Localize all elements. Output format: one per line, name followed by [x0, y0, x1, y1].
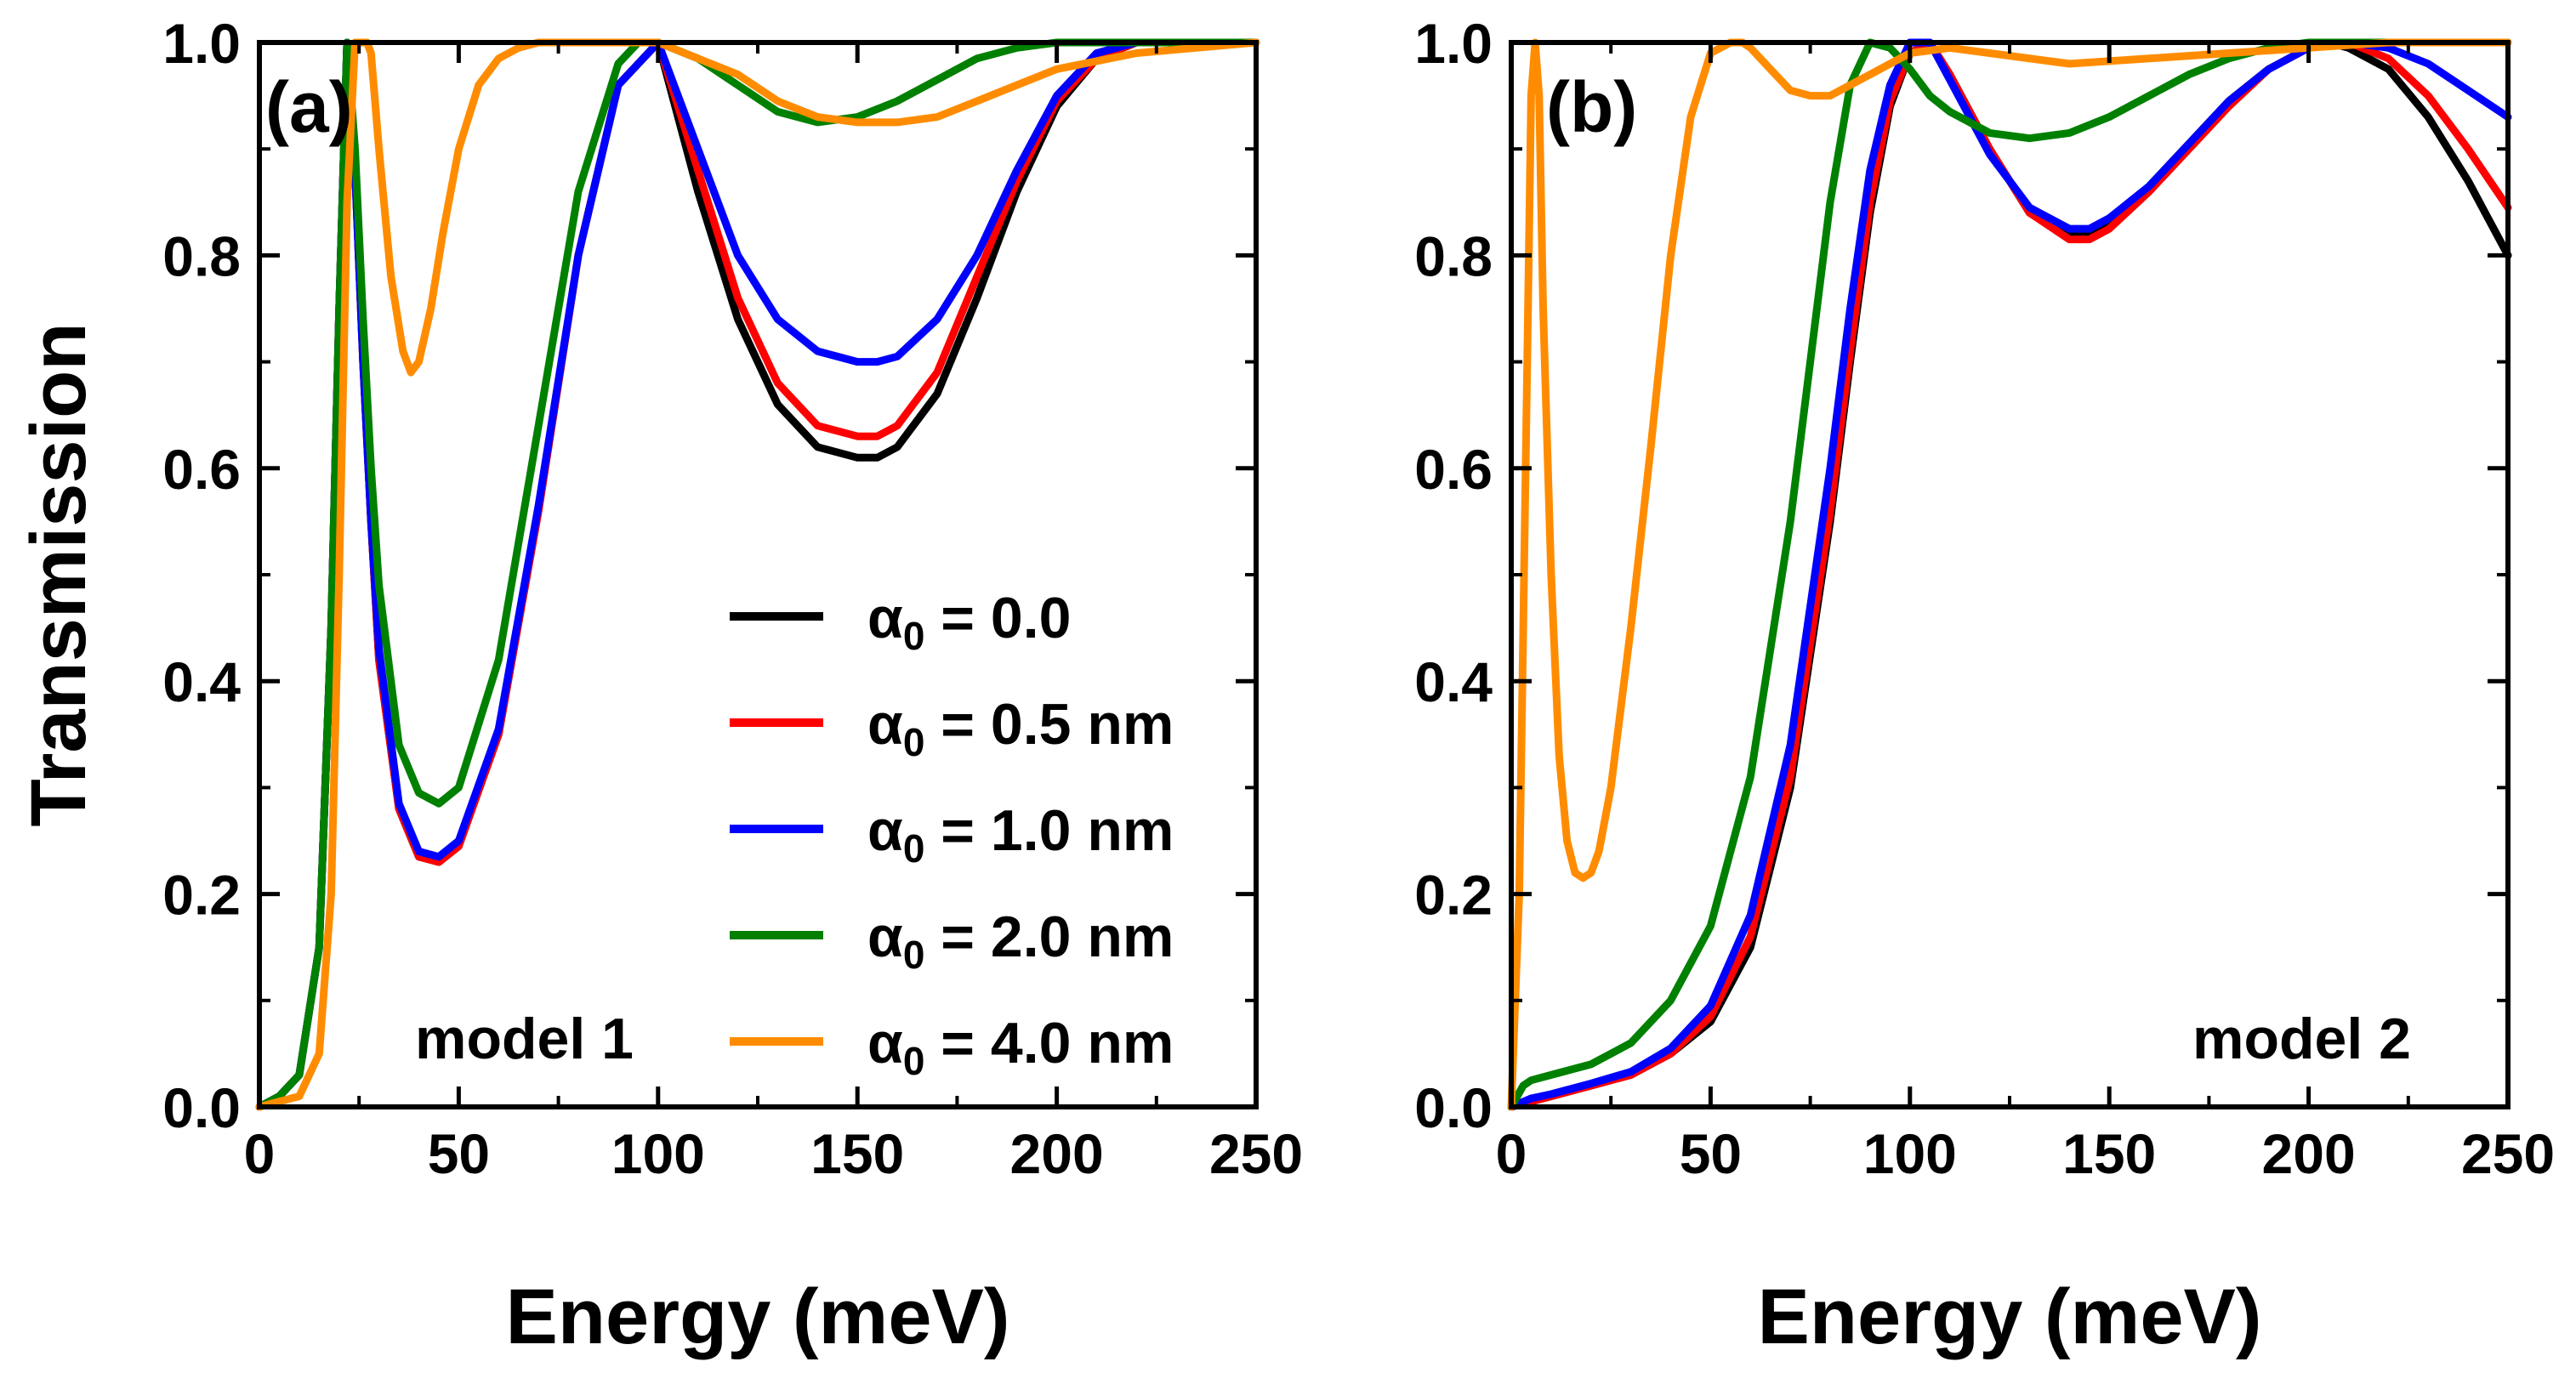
panel-b-label: (b): [1546, 67, 1637, 147]
series-line-0: [1507, 38, 2512, 1111]
x-tick-label: 150: [810, 1122, 904, 1185]
series-line-1: [1507, 38, 2512, 1111]
y-tick-label: 0.6: [1414, 438, 1493, 501]
x-tick-label: 200: [1010, 1122, 1104, 1185]
legend-entry-alpha-0.5: α0 = 0.5 nm: [730, 692, 1174, 764]
legend-text: α0 = 1.0 nm: [867, 798, 1174, 871]
panel-b: 0 50 100 150 200 250 0.0 0.2 0.4 0.6 0.8 1.0 (b) mo…: [1414, 12, 2555, 1360]
legend-text: α0 = 2.0 nm: [867, 905, 1174, 977]
x-tick-label: 0: [244, 1122, 276, 1185]
y-tick-label: 0.4: [1414, 650, 1493, 713]
y-tick-label: 1.0: [162, 12, 241, 75]
x-tick-label: 200: [2262, 1122, 2356, 1185]
x-tick-label: 0: [1496, 1122, 1527, 1185]
series-line-3: [255, 38, 1260, 1111]
series-line-3: [1507, 38, 2512, 1111]
legend-entry-alpha-2.0: α0 = 2.0 nm: [730, 905, 1174, 977]
x-tick-label: 50: [1680, 1122, 1742, 1185]
legend-entry-alpha-0.0: α0 = 0.0: [730, 586, 1071, 658]
panel-b-curves: [1507, 38, 2512, 1111]
legend-text: α0 = 0.0: [867, 586, 1071, 658]
panel-a-label: (a): [265, 67, 353, 147]
y-tick-label: 0.8: [1414, 224, 1493, 287]
y-tick-label: 0.8: [162, 224, 241, 287]
y-tick-label: 0.2: [162, 864, 241, 927]
y-tick-label: 0.4: [162, 650, 241, 713]
y-tick-label: 0.0: [1414, 1076, 1493, 1139]
panel-b-x-axis-title: Energy (meV): [1757, 1274, 2261, 1360]
panel-b-model-label: model 2: [2192, 1007, 2411, 1071]
series-line-4: [1507, 38, 2512, 1111]
y-axis-title: Transmission: [15, 322, 102, 826]
legend: α0 = 0.0 α0 = 0.5 nm α0 = 1.0 nm α0 = 2.…: [730, 586, 1174, 1083]
x-tick-label: 250: [2461, 1122, 2555, 1185]
x-tick-label: 250: [1209, 1122, 1303, 1185]
series-line-4: [255, 38, 1260, 1111]
y-tick-label: 0.2: [1414, 864, 1493, 927]
panel-a-frame: [257, 40, 1259, 1109]
panel-a-x-axis-title: Energy (meV): [505, 1274, 1009, 1360]
x-tick-label: 150: [2062, 1122, 2156, 1185]
panel-a-curves: [255, 38, 1260, 1111]
panel-b-frame: [1509, 40, 2511, 1109]
series-line-2: [1507, 38, 2512, 1111]
panel-a-ticks: 0 50 100 150 200 250 0.0 0.2 0.4 0.6 0.8 1.0: [162, 12, 1303, 1185]
x-tick-label: 100: [1863, 1122, 1957, 1185]
legend-entry-alpha-4.0: α0 = 4.0 nm: [730, 1011, 1174, 1083]
y-tick-label: 0.0: [162, 1076, 241, 1139]
panel-a-model-label: model 1: [415, 1007, 634, 1071]
y-tick-label: 1.0: [1414, 12, 1493, 75]
x-tick-label: 50: [428, 1122, 490, 1185]
panel-a: 0 50 100 150 200 250 0.0 0.2 0.4 0.6 0.8 1.0 (a) mo…: [15, 12, 1303, 1360]
x-tick-label: 100: [611, 1122, 705, 1185]
y-tick-label: 0.6: [162, 438, 241, 501]
legend-text: α0 = 4.0 nm: [867, 1011, 1174, 1083]
legend-entry-alpha-1.0: α0 = 1.0 nm: [730, 798, 1174, 871]
panel-b-ticks: 0 50 100 150 200 250 0.0 0.2 0.4 0.6 0.8 1.0: [1414, 12, 2555, 1185]
legend-text: α0 = 0.5 nm: [867, 692, 1174, 764]
